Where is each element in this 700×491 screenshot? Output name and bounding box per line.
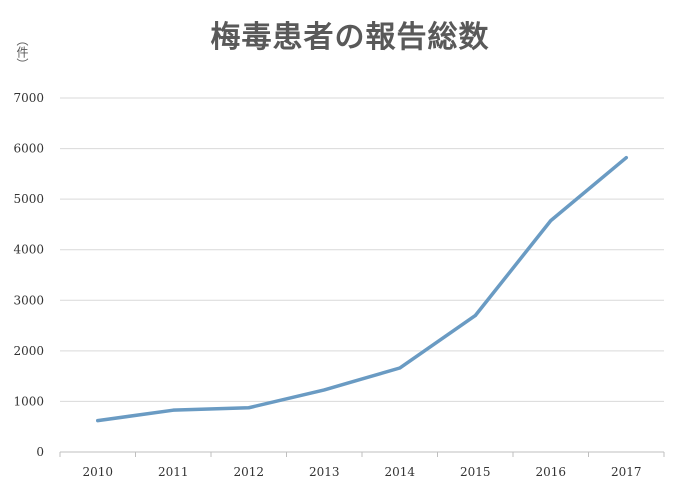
y-tick-label: 4000 (13, 243, 44, 257)
data-point (398, 366, 402, 370)
x-tick-label: 2017 (611, 465, 642, 479)
data-point (549, 219, 553, 223)
x-tick-label: 2011 (158, 465, 189, 479)
y-axis-ticks: 0 1000 2000 3000 4000 5000 6000 7000 (13, 91, 44, 459)
x-tick-label: 2014 (384, 465, 415, 479)
y-tick-label: 0 (36, 445, 44, 459)
x-tick-label: 2015 (460, 465, 491, 479)
data-point (624, 156, 628, 160)
data-point (473, 314, 477, 318)
chart-title: 梅毒患者の報告総数 (210, 20, 490, 55)
x-axis-ticks: 2010 2011 2012 2013 2014 2015 2016 2017 (82, 465, 641, 479)
y-tick-label: 1000 (13, 394, 44, 408)
y-tick-label: 6000 (13, 142, 44, 156)
data-point (171, 408, 175, 412)
x-tick-label: 2016 (535, 465, 566, 479)
y-tick-label: 3000 (13, 293, 44, 307)
y-tick-label: 7000 (13, 91, 44, 105)
gridlines (59, 97, 665, 457)
x-tick-label: 2010 (82, 465, 113, 479)
data-point (96, 419, 100, 423)
x-tick-label: 2013 (309, 465, 340, 479)
y-tick-label: 2000 (13, 344, 44, 358)
data-point (322, 388, 326, 392)
y-tick-label: 5000 (13, 192, 44, 206)
series-group (96, 155, 628, 423)
y-axis-unit-label: （件） (15, 34, 29, 70)
x-tick-label: 2012 (233, 465, 264, 479)
data-point (247, 406, 251, 410)
series-line (96, 155, 628, 423)
